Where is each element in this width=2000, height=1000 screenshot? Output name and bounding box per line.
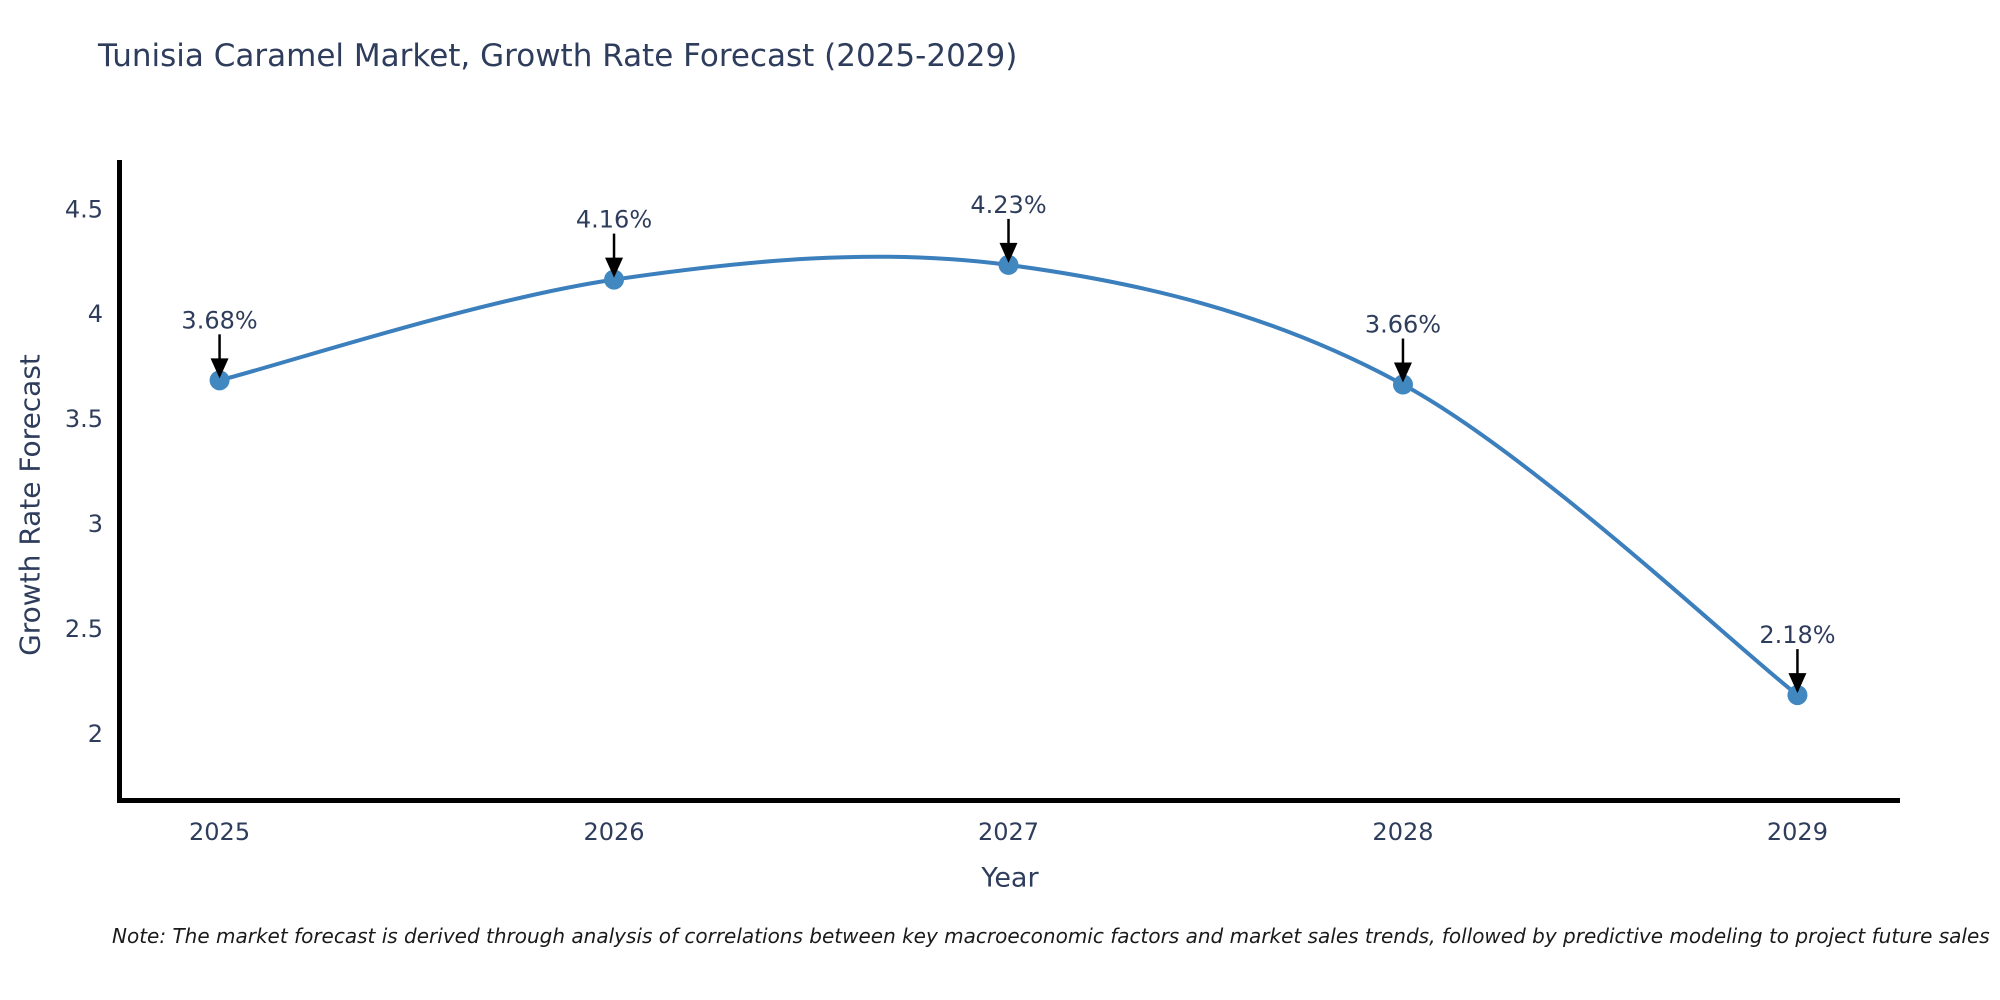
x-tick-label: 2027 <box>978 818 1039 846</box>
x-tick-label: 2026 <box>583 818 644 846</box>
annotation-arrow-head <box>1393 362 1412 383</box>
data-point-marker <box>998 254 1019 275</box>
data-point-label: 4.23% <box>970 191 1046 219</box>
y-tick-label: 2.5 <box>65 615 103 643</box>
data-point-label: 3.66% <box>1365 311 1441 339</box>
y-tick-label: 4 <box>88 300 103 328</box>
y-tick-label: 2 <box>88 720 103 748</box>
y-tick-label: 4.5 <box>65 195 103 223</box>
x-axis-title: Year <box>981 862 1039 894</box>
annotation-arrow-head <box>605 257 624 278</box>
data-point-marker <box>1392 374 1413 395</box>
y-tick-label: 3.5 <box>65 405 103 433</box>
x-tick-label: 2028 <box>1372 818 1433 846</box>
x-tick-label: 2029 <box>1767 818 1828 846</box>
data-point-marker <box>604 269 625 290</box>
annotation-arrow-head <box>1788 673 1807 694</box>
x-tick-label: 2025 <box>189 818 250 846</box>
data-point-label: 3.68% <box>181 306 257 334</box>
data-point-marker <box>209 370 230 391</box>
y-tick-label: 3 <box>88 510 103 538</box>
annotation-arrow-head <box>210 358 229 379</box>
annotation-arrow-head <box>999 242 1018 263</box>
chart-title: Tunisia Caramel Market, Growth Rate Fore… <box>98 38 1018 74</box>
data-point-label: 2.18% <box>1759 621 1835 649</box>
data-point-marker <box>1787 685 1808 706</box>
y-axis-title: Growth Rate Forecast <box>13 354 47 656</box>
forecast-line <box>217 254 1800 698</box>
data-point-label: 4.16% <box>576 206 652 234</box>
footnote: Note: The market forecast is derived thr… <box>112 924 1990 948</box>
